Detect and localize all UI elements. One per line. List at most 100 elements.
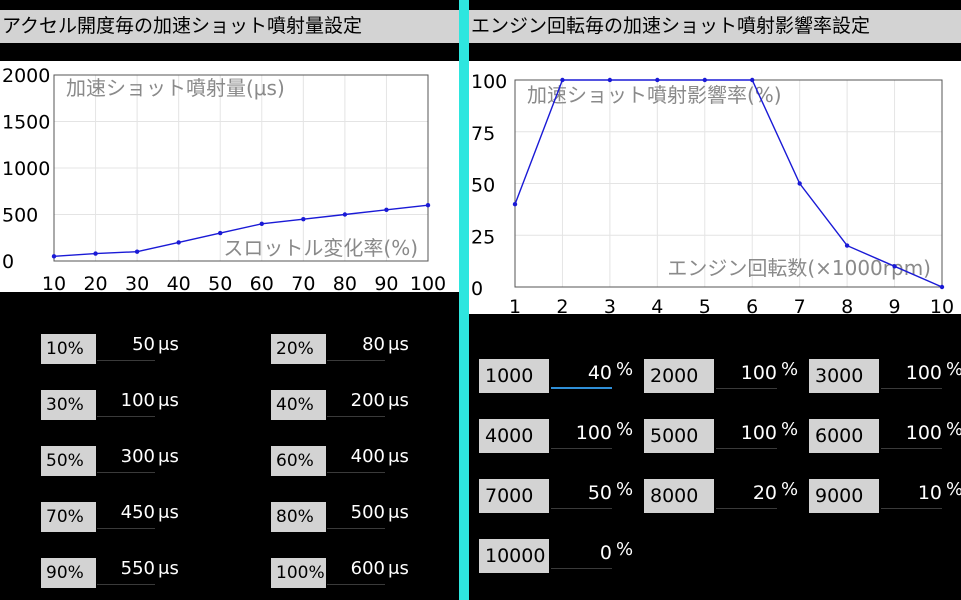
series-line <box>514 79 943 288</box>
x-axis-label: スロットル変化率(%) <box>223 236 418 260</box>
data-point <box>259 221 264 226</box>
throttle-injection-chart: 0 500 1000 1500 2000 10 20 30 40 50 60 70 80 90 100 加速シ… <box>0 61 459 292</box>
throttle-label: 80% <box>271 502 326 532</box>
influence-unit-label: % <box>946 359 961 381</box>
injection-value-input[interactable]: 300 <box>97 443 155 473</box>
x-tick-label: 70 <box>291 273 315 292</box>
y-tick-label: 100 <box>471 71 507 93</box>
y-tick-label: 75 <box>471 123 495 145</box>
influence-value-input[interactable]: 100 <box>551 419 612 449</box>
data-point <box>425 203 431 208</box>
throttle-label: 10% <box>41 334 96 364</box>
injection-value-input[interactable]: 500 <box>327 499 385 529</box>
x-tick-label: 8 <box>841 296 853 314</box>
x-axis-label: エンジン回転数(×1000rpm) <box>667 256 931 280</box>
panel-divider <box>459 0 469 600</box>
x-tick-label: 2 <box>556 296 568 314</box>
left-panel-title: アクセル開度毎の加速ショット噴射量設定 <box>0 10 459 43</box>
influence-unit-label: % <box>616 359 634 380</box>
rpm-label: 5000 <box>644 419 714 453</box>
injection-value-input[interactable]: 450 <box>97 499 155 529</box>
injection-value-input[interactable]: 550 <box>97 555 155 585</box>
influence-unit-label: % <box>616 479 634 500</box>
injection-value-input[interactable]: 200 <box>327 387 385 417</box>
chart-title: 加速ショット噴射量(μs) <box>66 76 285 100</box>
influence-value-input[interactable]: 100 <box>881 419 942 449</box>
rpm-label: 7000 <box>479 479 549 513</box>
right-panel: エンジン回転毎の加速ショット噴射影響率設定 0 25 50 75 100 1 2 3 4 5 6 7 8… <box>469 0 961 600</box>
x-tick-label: 5 <box>699 296 711 314</box>
series-line <box>53 204 429 258</box>
x-tick-label: 100 <box>410 273 446 292</box>
rpm-label: 10000 <box>479 539 549 573</box>
plot-frame <box>53 74 429 262</box>
y-tick-label: 1000 <box>2 158 50 180</box>
y-tick-label: 0 <box>471 278 483 300</box>
y-tick-label: 25 <box>471 226 495 248</box>
influence-unit-label: % <box>616 539 634 560</box>
throttle-label: 70% <box>41 502 96 532</box>
data-point <box>560 77 565 83</box>
throttle-label: 40% <box>271 390 326 420</box>
influence-unit-label: % <box>781 359 799 380</box>
influence-value-input[interactable]: 0 <box>551 539 612 569</box>
rpm-label: 1000 <box>479 359 549 393</box>
influence-value-input[interactable]: 100 <box>716 419 777 449</box>
x-tick-label: 6 <box>746 296 758 314</box>
y-tick-label: 50 <box>471 175 495 197</box>
data-point <box>892 264 897 269</box>
injection-value-input[interactable]: 50 <box>97 331 155 361</box>
injection-value-input[interactable]: 400 <box>327 443 385 473</box>
data-point <box>301 216 306 222</box>
rpm-influence-chart: 0 25 50 75 100 1 2 3 4 5 6 7 8 9 10 加速ショット噴射影響率(%) エンジン回… <box>469 61 961 314</box>
rpm-label: 2000 <box>644 359 714 393</box>
x-tick-label: 90 <box>374 273 398 292</box>
injection-unit-label: μs <box>158 558 179 579</box>
x-tick-label: 20 <box>83 273 107 292</box>
influence-value-input[interactable]: 100 <box>716 359 777 389</box>
left-panel: アクセル開度毎の加速ショット噴射量設定 0 500 1000 1500 2000 10 20… <box>0 0 459 600</box>
influence-value-input[interactable]: 100 <box>881 359 942 389</box>
influence-value-input[interactable]: 40 <box>551 359 612 389</box>
data-point <box>844 243 850 248</box>
injection-unit-label: μs <box>158 446 179 467</box>
injection-value-input[interactable]: 80 <box>327 331 385 361</box>
injection-unit-label: μs <box>158 334 179 355</box>
influence-unit-label: % <box>946 419 961 441</box>
x-tick-label: 3 <box>604 296 616 314</box>
injection-unit-label: μs <box>388 558 409 579</box>
x-tick-label: 50 <box>208 273 232 292</box>
x-tick-label: 40 <box>167 273 191 292</box>
injection-unit-label: μs <box>388 334 409 355</box>
injection-value-input[interactable]: 600 <box>327 555 385 585</box>
throttle-label: 100% <box>271 558 326 588</box>
injection-value-input[interactable]: 100 <box>97 387 155 417</box>
x-tick-label: 1 <box>509 296 521 314</box>
data-point <box>655 77 660 83</box>
throttle-label: 20% <box>271 334 326 364</box>
data-point <box>750 77 755 83</box>
x-tick-label: 9 <box>889 296 901 314</box>
y-tick-label: 2000 <box>2 65 50 87</box>
x-tick-label: 10 <box>42 273 66 292</box>
x-tick-label: 7 <box>794 296 806 314</box>
injection-unit-label: μs <box>158 390 179 411</box>
throttle-label: 90% <box>41 558 96 588</box>
rpm-label: 6000 <box>809 419 879 453</box>
right-panel-title: エンジン回転毎の加速ショット噴射影響率設定 <box>469 10 961 43</box>
throttle-injection-chart-svg: 0 500 1000 1500 2000 10 20 30 40 50 60 70 80 90 100 加速シ… <box>2 65 446 292</box>
data-point <box>134 249 140 254</box>
x-tick-label: 4 <box>651 296 663 314</box>
x-tick-label: 60 <box>250 273 274 292</box>
data-point <box>176 240 181 245</box>
influence-value-input[interactable]: 50 <box>551 479 612 509</box>
x-tick-label: 80 <box>333 273 357 292</box>
chart-title: 加速ショット噴射影響率(%) <box>527 83 782 107</box>
rpm-influence-chart-svg: 0 25 50 75 100 1 2 3 4 5 6 7 8 9 10 加速ショット噴射影響率(%) エンジン回… <box>471 71 954 314</box>
y-tick-label: 1500 <box>2 112 50 134</box>
data-point <box>51 254 57 259</box>
injection-unit-label: μs <box>388 502 409 523</box>
influence-value-input[interactable]: 20 <box>716 479 777 509</box>
injection-unit-label: μs <box>388 390 409 411</box>
influence-value-input[interactable]: 10 <box>881 479 942 509</box>
